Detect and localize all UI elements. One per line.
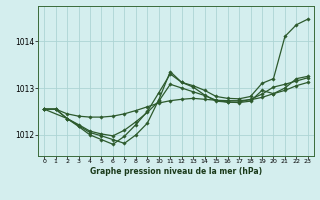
X-axis label: Graphe pression niveau de la mer (hPa): Graphe pression niveau de la mer (hPa) [90,167,262,176]
